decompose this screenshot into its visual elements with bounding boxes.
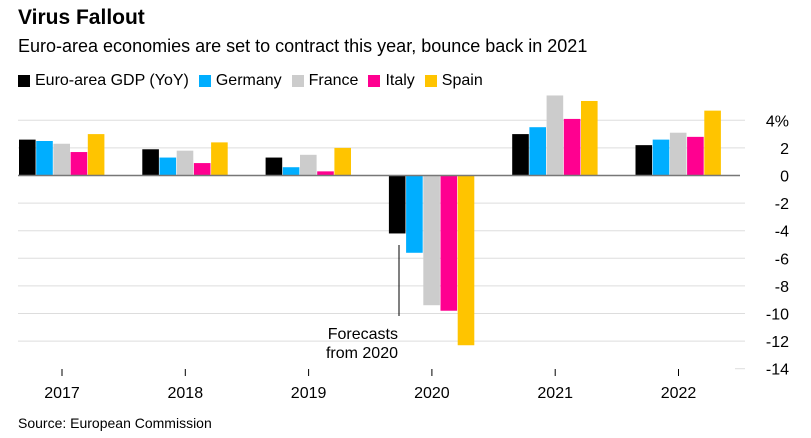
legend: Euro-area GDP (YoY) Germany France Italy Spa… [18,72,483,90]
bar-2020-1 [406,175,423,253]
legend-label: Euro-area GDP (YoY) [35,72,189,89]
bar-2022-0 [635,145,653,176]
chart-title: Virus Fallout [18,6,145,29]
bar-2021-3 [563,118,581,176]
legend-item: France [291,72,359,90]
bar-2022-1 [652,139,670,176]
bar-2019-2 [300,154,317,176]
bar-2017-2 [53,143,70,176]
legend-label: Spain [441,72,483,89]
bar-2021-4 [581,100,598,176]
bar-2020-2 [423,175,440,306]
legend-item: Spain [424,72,483,90]
legend-swatch [368,75,381,87]
bar-2018-3 [193,163,211,176]
legend-swatch [291,75,304,87]
x-tick-label: 2020 [414,385,450,402]
y-tick-label: -14 [766,362,789,379]
x-tick-label: 2021 [537,385,573,402]
legend-label: France [308,72,359,89]
legend-swatch [18,75,30,87]
y-tick-label: -8 [775,279,789,296]
y-tick-label: 4% [766,113,789,130]
chart-subtitle: Euro-area economies are set to contract … [18,36,588,56]
legend-item: Germany [198,72,282,90]
bar-2021-1 [529,127,546,176]
y-tick-label: -12 [766,334,789,351]
bar-2022-2 [669,132,687,176]
bar-2018-4 [211,142,228,176]
y-tick-label: -2 [775,196,789,213]
bar-2018-0 [142,149,159,176]
legend-label: Germany [215,72,282,89]
y-tick-label: -4 [775,224,789,241]
x-tick-label: 2022 [661,385,697,402]
bar-2019-3 [317,171,334,176]
x-tick-label: 2018 [168,385,204,402]
source-note: Source: European Commission [18,415,212,431]
annotation-text-line2: from 2020 [326,345,398,362]
x-tick-label: 2019 [291,385,327,402]
bar-2019-4 [334,147,351,176]
legend-label: Italy [385,72,415,89]
bar-2018-2 [176,150,194,176]
bar-2022-3 [687,136,704,176]
bar-2017-3 [70,152,88,176]
bar-2022-4 [704,110,721,176]
bar-2021-2 [546,95,564,176]
y-tick-label: 2 [780,141,789,158]
annotation-text-line1: Forecasts [328,326,398,343]
bar-2020-3 [440,175,458,311]
legend-item: Italy [368,72,415,90]
bar-2017-4 [87,134,105,176]
bar-2018-1 [159,157,177,176]
bar-2019-0 [265,157,283,176]
y-tick-label: -6 [775,251,789,268]
bar-2021-0 [512,134,529,176]
bar-2017-0 [19,139,36,176]
legend-swatch [424,75,437,87]
legend-swatch [198,75,211,87]
bar-2017-1 [36,141,53,176]
x-tick-label: 2017 [44,385,80,402]
bar-2020-4 [457,175,475,346]
bar-2019-1 [282,167,300,176]
y-tick-label: -10 [766,307,789,324]
legend-item: Euro-area GDP (YoY) [18,72,189,90]
y-tick-label: 0 [780,169,789,186]
bar-2020-0 [388,175,406,234]
